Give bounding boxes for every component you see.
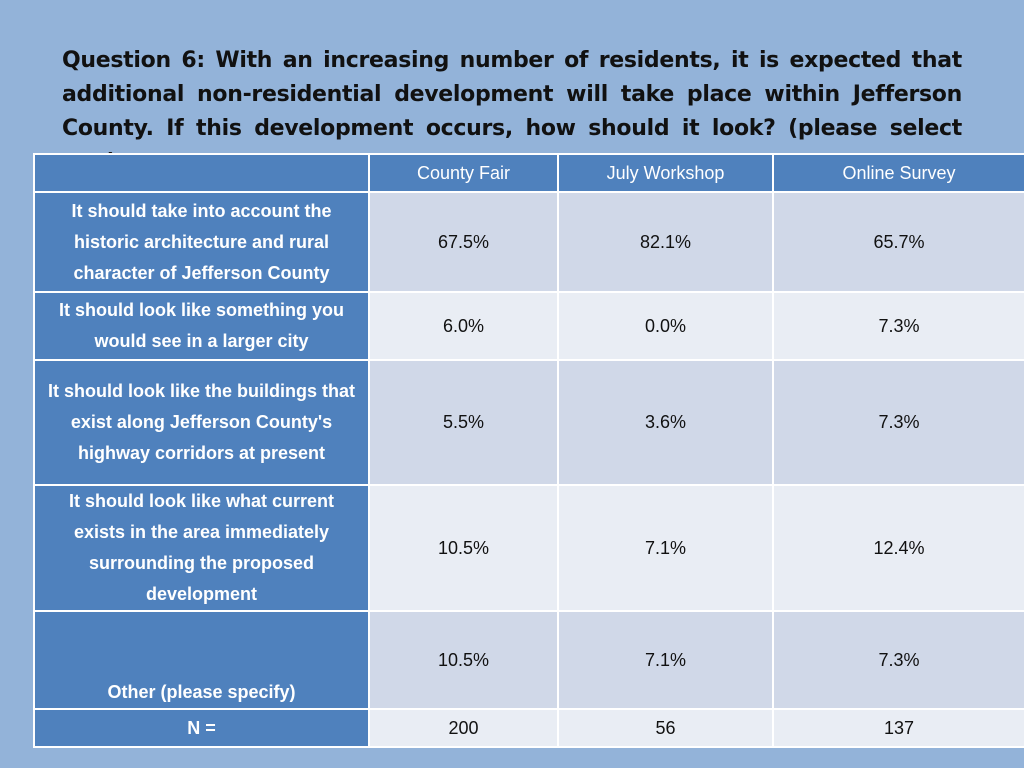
column-header-online-survey: Online Survey — [772, 153, 1024, 193]
table-cell: 7.3% — [772, 359, 1024, 486]
row-label: Other (please specify) — [33, 610, 370, 710]
table-cell: 12.4% — [772, 484, 1024, 612]
table-row: Other (please specify) 10.5% 7.1% 7.3% — [33, 610, 1024, 710]
table-cell: 10.5% — [368, 484, 559, 612]
table-row: It should look like what current exists … — [33, 484, 1024, 612]
table-cell: 7.1% — [557, 610, 774, 710]
table-cell: 5.5% — [368, 359, 559, 486]
table-cell: 3.6% — [557, 359, 774, 486]
results-table: County Fair July Workshop Online Survey … — [33, 153, 1024, 748]
row-label: It should take into account the historic… — [33, 191, 370, 293]
table-cell: 137 — [772, 708, 1024, 748]
table-cell: 7.3% — [772, 610, 1024, 710]
row-label: It should look like the buildings that e… — [33, 359, 370, 486]
table-row: It should take into account the historic… — [33, 191, 1024, 293]
table-cell: 0.0% — [557, 291, 774, 361]
column-header-county-fair: County Fair — [368, 153, 559, 193]
table-row: It should look like something you would … — [33, 291, 1024, 361]
table-cell: 56 — [557, 708, 774, 748]
row-label: It should look like something you would … — [33, 291, 370, 361]
table-cell: 7.1% — [557, 484, 774, 612]
table-cell: 82.1% — [557, 191, 774, 293]
header-corner-cell — [33, 153, 370, 193]
row-label: N = — [33, 708, 370, 748]
table-cell: 65.7% — [772, 191, 1024, 293]
row-label: It should look like what current exists … — [33, 484, 370, 612]
table-cell: 67.5% — [368, 191, 559, 293]
table-cell: 10.5% — [368, 610, 559, 710]
header-row: County Fair July Workshop Online Survey — [33, 153, 1024, 193]
table-cell: 200 — [368, 708, 559, 748]
table-row: It should look like the buildings that e… — [33, 359, 1024, 486]
table-row-total: N = 200 56 137 — [33, 708, 1024, 748]
column-header-july-workshop: July Workshop — [557, 153, 774, 193]
table-cell: 6.0% — [368, 291, 559, 361]
table-cell: 7.3% — [772, 291, 1024, 361]
